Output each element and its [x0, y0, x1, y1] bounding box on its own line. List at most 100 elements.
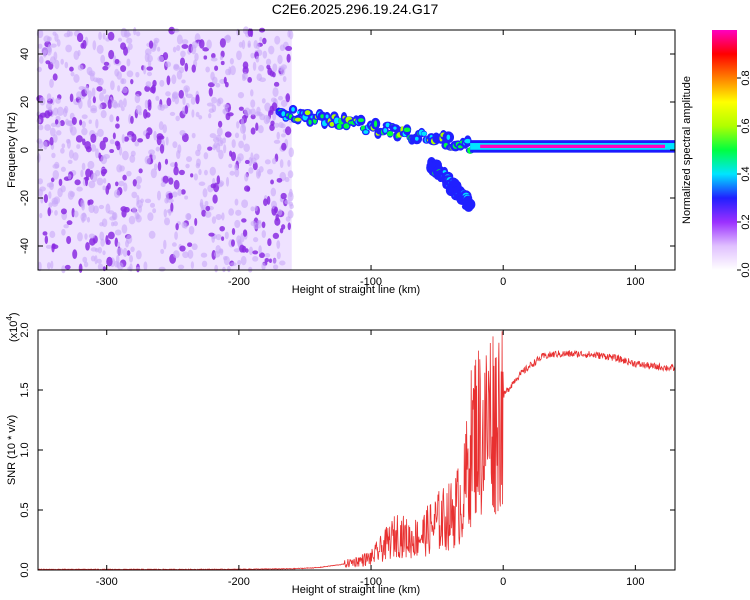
spectrogram-noise-blob: [263, 198, 268, 207]
spectrogram-noise-blob: [54, 59, 60, 70]
snr-x-tick-label: -200: [228, 576, 250, 588]
snr-y-tick-label: 0.0: [19, 562, 31, 577]
spectrogram-noise-blob: [220, 60, 225, 66]
spectrogram-noise-blob: [56, 106, 64, 116]
spectrogram-noise-blob: [208, 232, 215, 237]
spectrogram-noise-blob: [253, 39, 258, 49]
spectrogram-noise-blob: [135, 250, 142, 260]
spectrogram-noise-blob: [219, 55, 223, 61]
spectrogram-noise-blob: [183, 222, 188, 229]
spectrogram-noise-blob: [98, 204, 105, 210]
spectrogram-y-tick-label: -40: [19, 238, 31, 254]
spectrogram-noise-blob: [271, 158, 277, 165]
spectrogram-noise-blob: [78, 99, 83, 109]
spectrogram-noise-blob: [50, 43, 57, 48]
spectrogram-noise-blob: [148, 149, 155, 156]
spectrogram-noise-blob: [228, 208, 235, 216]
spectrogram-noise-blob: [99, 92, 104, 102]
spectrogram-noise-blob: [72, 249, 78, 260]
spectrogram-noise-blob: [117, 241, 121, 248]
spectrogram-noise-blob: [257, 125, 264, 134]
spectrogram-noise-blob: [250, 99, 256, 108]
spectrogram-noise-blob: [48, 202, 53, 208]
spectrogram-noise-blob: [129, 255, 133, 263]
spectrogram-noise-blob: [126, 70, 134, 78]
spectrogram-noise-blob: [176, 44, 181, 52]
spectrogram-noise-blob: [55, 130, 62, 136]
snr-x-tick-label: -300: [96, 576, 118, 588]
spectrogram-noise-blob: [70, 71, 75, 77]
spectrogram-noise-blob: [102, 88, 107, 94]
spectrogram-noise-blob: [60, 58, 64, 65]
spectrogram-noise-blob: [259, 36, 263, 42]
spectrogram-noise-blob: [250, 108, 256, 116]
spectrogram-noise-blob: [47, 207, 52, 217]
spectrogram-noise-blob: [235, 209, 242, 216]
spectrogram-noise-blob: [216, 127, 223, 137]
spectrogram-noise-blob: [126, 58, 131, 67]
spectrogram-noise-blob: [191, 44, 197, 55]
spectrogram-noise-blob: [262, 37, 267, 45]
snr-y-multiplier-base: (x10: [8, 321, 20, 342]
spectrogram-noise-blob: [171, 191, 178, 198]
spectrogram-noise-blob: [85, 146, 92, 153]
spectrogram-noise-blob: [168, 26, 176, 35]
colorbar-tick-label: 0.6: [740, 118, 750, 133]
spectrogram-noise-blob: [193, 173, 198, 181]
spectrogram-noise-blob: [247, 43, 251, 48]
spectrogram-signal-track-inner: [358, 118, 364, 123]
spectrogram-noise-blob: [61, 228, 66, 236]
spectrogram-noise-blob: [258, 64, 265, 72]
spectrogram-noise-blob: [279, 260, 286, 266]
spectrogram-noise-blob: [270, 187, 277, 197]
spectrogram-noise-blob: [102, 185, 106, 191]
spectrogram-noise-blob: [282, 75, 287, 83]
spectrogram-noise-blob: [213, 251, 221, 258]
spectrogram-noise-blob: [90, 255, 96, 262]
spectrogram-noise-blob: [241, 39, 246, 50]
spectrogram-noise-blob: [49, 56, 56, 65]
spectrogram-noise-blob: [168, 208, 172, 216]
spectrogram-noise-blob: [204, 200, 209, 206]
spectrogram-noise-blob: [43, 193, 49, 204]
spectrogram-noise-blob: [158, 266, 166, 272]
spectrogram-noise-blob: [152, 208, 157, 214]
spectrogram-noise-blob: [97, 246, 103, 254]
spectrogram-noise-blob: [123, 136, 129, 142]
spectrogram-noise-blob: [164, 158, 169, 165]
spectrogram-noise-blob: [272, 63, 278, 73]
spectrogram-noise-blob: [82, 39, 87, 49]
spectrogram-noise-blob: [54, 209, 58, 216]
spectrogram-noise-blob: [68, 31, 73, 37]
spectrogram-noise-blob: [253, 237, 259, 243]
spectrogram-noise-blob: [84, 233, 88, 240]
colorbar: 0.0 0.2 0.4 0.6 0.8 Normalized spectral ampl…: [681, 30, 750, 278]
spectrogram-x-tick-label: 100: [626, 276, 644, 288]
spectrogram-x-tick-label: -200: [228, 276, 250, 288]
spectrogram-noise-blob: [219, 225, 225, 232]
spectrogram-noise-blob: [181, 39, 189, 45]
spectrogram-noise-blob: [231, 139, 236, 149]
spectrogram-noise-blob: [111, 221, 115, 227]
spectrogram-noise-blob: [250, 114, 256, 120]
spectrogram-signal-track-inner: [414, 136, 419, 141]
spectrogram-noise-blob: [52, 73, 58, 81]
spectrogram-noise-blob: [204, 169, 208, 176]
spectrogram-noise-blob: [237, 153, 244, 162]
spectrogram-noise-blob: [60, 147, 65, 154]
spectrogram-noise-blob: [66, 235, 72, 245]
spectrogram-y-tick-label: -20: [19, 190, 31, 206]
spectrogram-noise-blob: [246, 186, 251, 192]
spectrogram-noise-blob: [276, 131, 280, 140]
spectrogram-noise-blob: [237, 260, 242, 266]
spectrogram-noise-blob: [78, 86, 86, 91]
spectrogram-noise-blob: [268, 45, 275, 55]
spectrogram-noise-blob: [250, 206, 255, 212]
spectrogram-noise-blob: [184, 195, 189, 200]
spectrogram-noise-blob: [243, 143, 250, 153]
spectrogram-noise-blob: [144, 198, 152, 204]
spectrogram-noise-blob: [244, 159, 250, 165]
spectrogram-y-tick-label: 0: [19, 147, 31, 153]
spectrogram-noise-blob: [85, 241, 90, 251]
spectrogram-noise-blob: [41, 46, 48, 56]
